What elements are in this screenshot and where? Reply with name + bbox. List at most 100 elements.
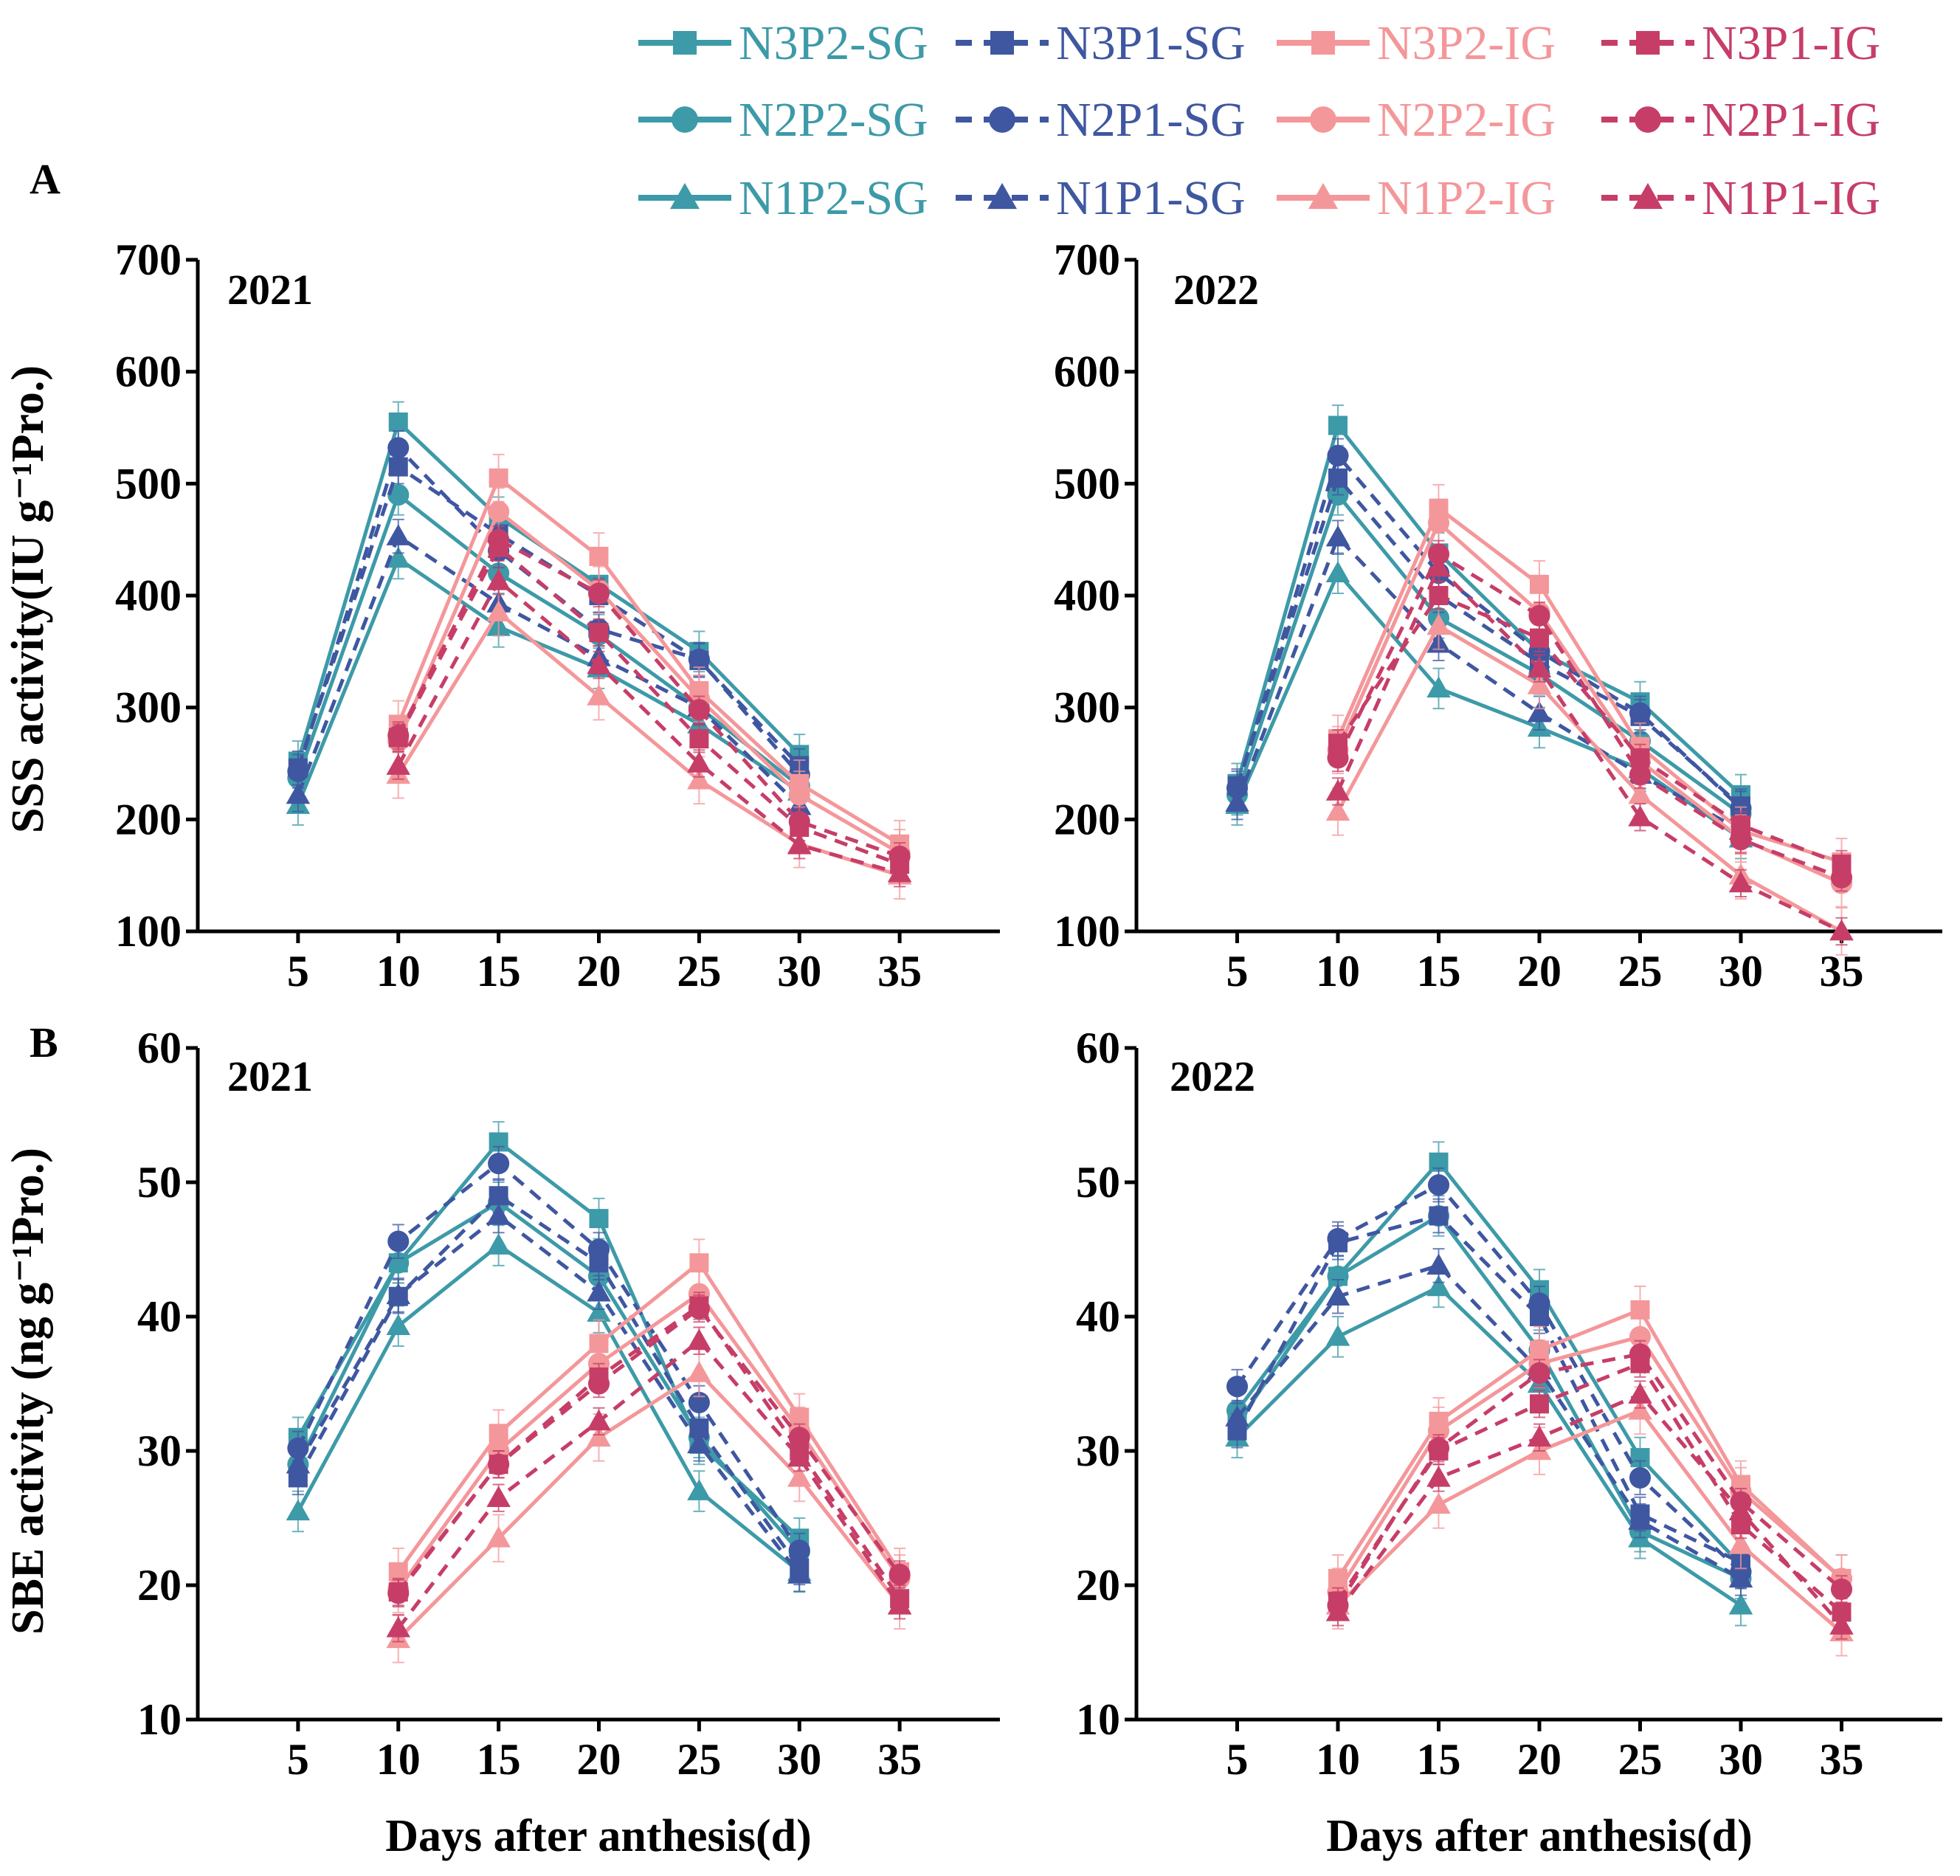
x-tick-label: 20 — [1517, 1735, 1562, 1784]
legend-marker — [672, 106, 698, 133]
data-point — [486, 1233, 511, 1255]
series-line — [1235, 452, 1742, 810]
data-point — [1325, 525, 1350, 547]
y-tick-label: 60 — [1076, 1024, 1120, 1072]
series-line — [1235, 534, 1742, 832]
data-point — [688, 1297, 710, 1320]
legend-label: N2P2-IG — [1377, 93, 1556, 147]
series-n1p2-sg — [286, 537, 812, 826]
series-line — [1336, 623, 1843, 934]
year-label: 2022 — [1170, 1052, 1255, 1100]
data-point — [1629, 764, 1652, 786]
data-point — [286, 782, 311, 804]
y-tick-label: 300 — [1054, 683, 1120, 732]
x-tick-label: 15 — [477, 947, 521, 996]
series-line — [396, 508, 901, 855]
series-line — [396, 1306, 902, 1595]
data-point — [387, 1582, 410, 1604]
series-line — [296, 1193, 801, 1569]
data-point — [587, 1373, 610, 1395]
legend-label: N1P1-SG — [1056, 171, 1246, 225]
series-line — [1336, 1334, 1843, 1593]
data-point — [386, 1314, 410, 1336]
data-point — [488, 1152, 510, 1175]
sbe-y-axis-title: SBE activity (ng g⁻¹Pro.) — [3, 1148, 53, 1635]
data-point — [687, 1361, 711, 1382]
series-n1p2-sg — [1225, 1266, 1753, 1627]
legend-marker — [673, 31, 697, 55]
y-tick-label: 700 — [1054, 235, 1120, 284]
x-tick-label: 20 — [1517, 947, 1562, 996]
data-point — [1830, 1578, 1853, 1601]
y-tick-label: 600 — [1054, 348, 1120, 396]
y-tick-label: 100 — [115, 907, 182, 956]
data-point — [787, 1466, 812, 1487]
legend-marker — [990, 31, 1014, 55]
x-tick-label: 25 — [677, 1735, 721, 1784]
data-point — [1327, 747, 1349, 769]
series-line — [1235, 1182, 1742, 1573]
series-n2p2-ig — [1327, 498, 1853, 908]
data-point — [386, 524, 410, 545]
data-point — [1629, 1343, 1652, 1365]
data-point — [1830, 866, 1853, 889]
legend-label: N3P2-SG — [739, 16, 928, 70]
series-line — [1235, 491, 1742, 815]
series-line — [396, 544, 900, 866]
data-point — [1327, 1227, 1349, 1249]
series-line — [1235, 1213, 1742, 1565]
series-line — [396, 1260, 902, 1573]
series-n2p1-sg — [1226, 1167, 1752, 1590]
data-point — [1325, 1600, 1350, 1621]
data-point — [1528, 604, 1550, 627]
legend: N3P2-SG N3P1-SG N3P2-IG N3P1-IG N2P2-SG N2P1-… — [638, 16, 1880, 225]
x-axis-title-right: Days after anthesis(d) — [1326, 1811, 1753, 1861]
x-tick-label: 20 — [577, 947, 621, 996]
legend-marker — [1308, 182, 1338, 210]
data-point — [1325, 1324, 1350, 1346]
series-line — [296, 1243, 801, 1573]
series-n3p2-ig — [388, 1238, 910, 1596]
legend-marker — [1633, 182, 1663, 210]
data-point — [1530, 628, 1549, 648]
data-point — [486, 568, 511, 590]
series-n2p2-ig — [387, 1269, 911, 1614]
data-point — [1426, 1492, 1451, 1514]
x-tick-label: 35 — [877, 947, 922, 996]
legend-label: N1P2-IG — [1377, 171, 1556, 225]
series-line — [296, 492, 801, 787]
y-tick-label: 50 — [137, 1158, 182, 1207]
data-point — [688, 699, 710, 721]
data-point — [687, 1328, 711, 1351]
data-point — [287, 760, 309, 782]
x-tick-label: 5 — [287, 1735, 309, 1784]
data-point — [488, 500, 510, 523]
data-point — [1527, 1425, 1552, 1447]
data-point — [1426, 613, 1451, 635]
x-tick-label: 30 — [1719, 1735, 1763, 1784]
y-tick-label: 600 — [115, 348, 182, 396]
series-n3p1-ig — [1328, 1349, 1852, 1627]
data-point — [1427, 1437, 1450, 1459]
series-line — [396, 1338, 902, 1630]
series-line — [296, 533, 801, 807]
series-line — [1336, 1307, 1843, 1580]
y-tick-label: 500 — [1054, 459, 1120, 508]
data-point — [1426, 676, 1451, 698]
year-label: 2022 — [1173, 266, 1259, 314]
data-point — [1325, 561, 1350, 582]
data-point — [486, 600, 511, 622]
data-point — [1426, 1275, 1451, 1297]
y-tick-label: 400 — [115, 571, 182, 620]
series-n1p2-ig — [1325, 601, 1854, 956]
data-point — [587, 1425, 611, 1447]
series-line — [296, 444, 801, 776]
data-point — [1728, 1533, 1753, 1554]
data-point — [1829, 1613, 1854, 1635]
legend-marker — [989, 106, 1015, 133]
legend-marker — [1311, 31, 1335, 55]
panel-letter-a: A — [30, 155, 61, 203]
data-point — [387, 1230, 410, 1252]
data-point — [1427, 511, 1450, 534]
data-point — [1327, 1265, 1349, 1287]
